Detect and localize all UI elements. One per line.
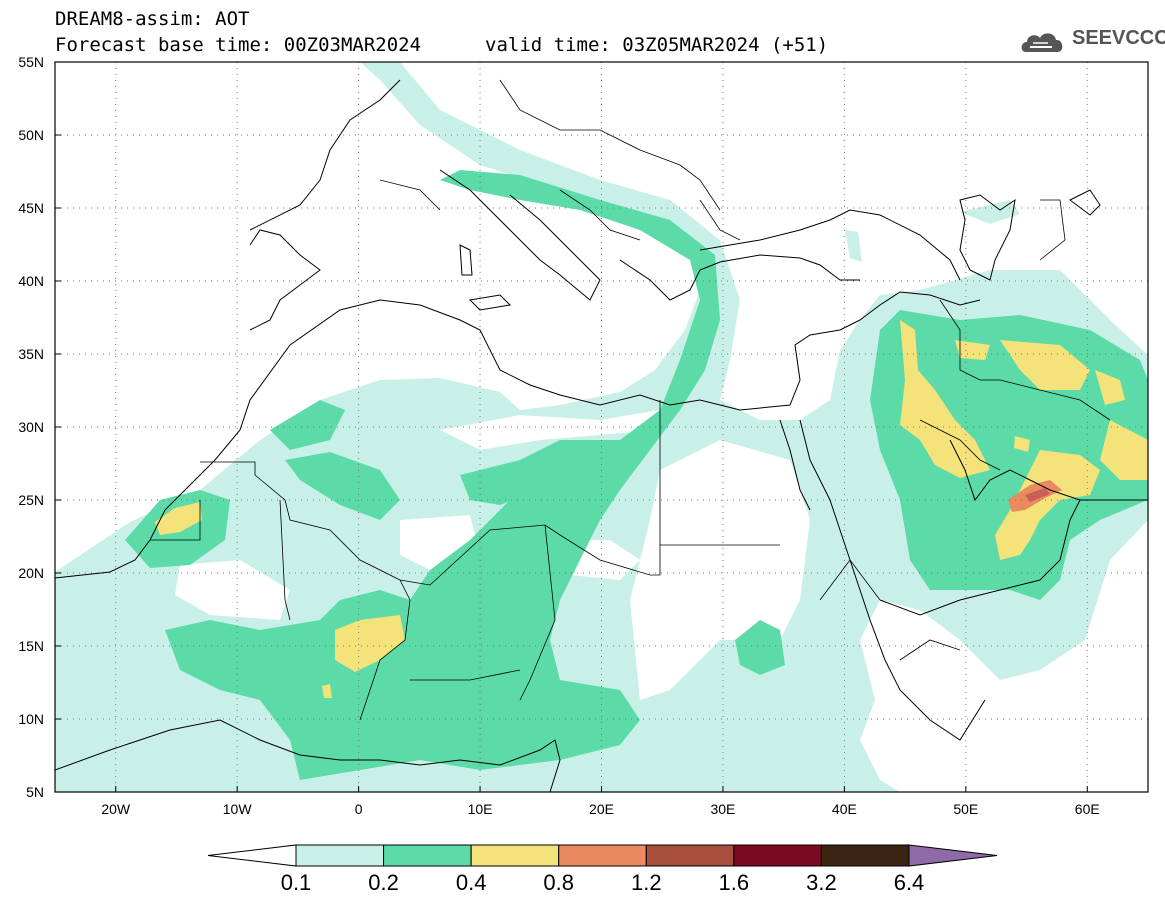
colorbar-level-label: 6.4 [893,870,925,895]
map-title: DREAM8-assim: AOT [55,8,250,30]
colorbar-level-label: 1.2 [630,870,662,895]
lat-tick-label: 50N [18,127,44,143]
lon-tick-label: 30E [710,801,736,817]
colorbar-level-label: 1.6 [718,870,750,895]
colorbar-segment [558,844,647,867]
colorbar-upper-arrow [908,844,998,867]
lat-tick-label: 5N [26,784,44,800]
forecast-base-time: Forecast base time: 00Z03MAR2024 [55,34,422,56]
colorbar-segment [645,844,735,867]
colorbar-level-label: 0.2 [368,870,399,895]
lon-tick-label: 10W [222,801,252,817]
colorbar-segment [295,844,385,867]
aot-colorbar [207,844,998,867]
valid-time: valid time: 03Z05MAR2024 (+51) [485,34,829,56]
colorbar-level-label: 0.4 [455,870,487,895]
colorbar-segment [820,844,910,867]
colorbar-level-label: 3.2 [806,870,837,895]
colorbar-level-label: 0.8 [543,870,574,895]
logo-text: SEEVCCC [1072,27,1165,49]
lat-tick-label: 45N [18,200,44,216]
colorbar-level-label: 0.1 [280,870,312,895]
lon-tick-label: 20E [589,801,614,817]
lon-tick-label: 60E [1074,801,1100,817]
lon-tick-label: 50E [953,801,979,817]
colorbar-segment [733,844,822,867]
lat-tick-label: 35N [18,346,44,362]
lat-tick-label: 25N [18,492,44,508]
map-frame [54,61,1149,793]
colorbar-lower-arrow [207,844,297,867]
lon-tick-label: 10E [467,801,493,817]
lon-tick-label: 40E [831,801,857,817]
lat-lon-grid [55,61,1148,793]
lat-tick-label: 55N [18,54,44,70]
coastlines [55,79,1148,792]
aot-level-1.2 [1025,488,1050,502]
lon-tick-label: 0 [354,801,363,817]
lat-tick-label: 40N [18,273,44,289]
lat-tick-label: 10N [18,711,44,727]
lon-tick-label: 20W [101,801,131,817]
aot-contours [55,62,1148,792]
lat-tick-label: 15N [18,638,44,654]
cloud-logo-icon [1021,33,1063,52]
country-borders [150,79,1111,721]
colorbar-segment [470,844,560,867]
lat-tick-label: 30N [18,419,44,435]
lat-tick-label: 20N [18,565,44,581]
colorbar-segment [383,844,472,867]
aot-level-0.4 [155,320,1148,698]
